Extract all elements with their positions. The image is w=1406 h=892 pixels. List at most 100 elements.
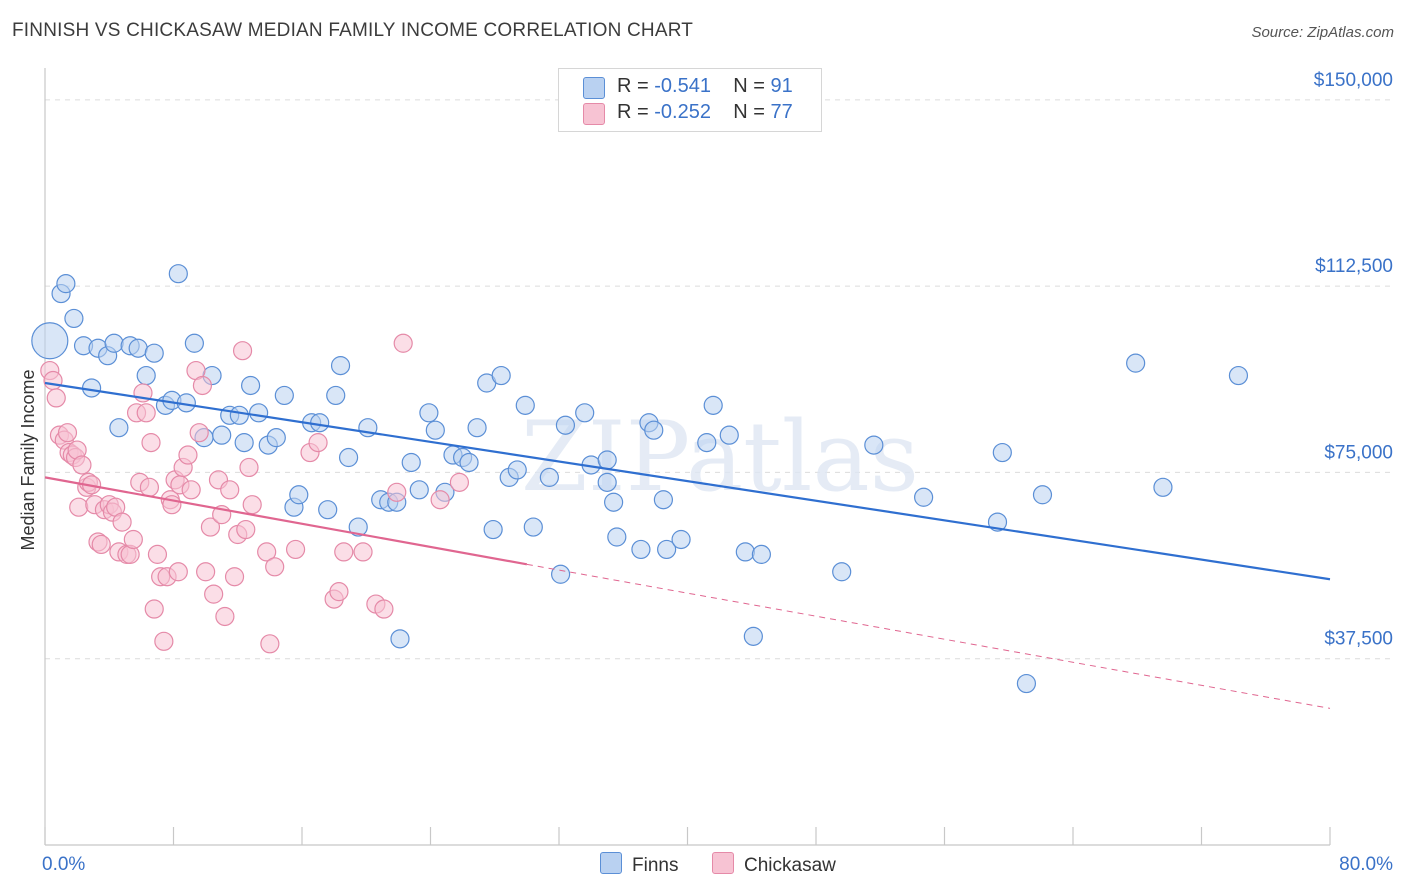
- chickasaw-point: [224, 567, 245, 587]
- correlation-legend: R = -0.541 N = 91 R = -0.252 N = 77: [558, 68, 822, 132]
- finns-point: [653, 490, 674, 510]
- chickasaw-point: [181, 480, 201, 500]
- finns-point: [992, 442, 1012, 463]
- finns-point: [249, 403, 269, 423]
- chickasaw-point: [178, 445, 198, 465]
- finns-point: [459, 452, 479, 473]
- finns-n-label: N =: [733, 75, 771, 97]
- finns-point: [144, 343, 164, 363]
- finns-point: [234, 433, 254, 453]
- chickasaw-point: [430, 490, 450, 510]
- finns-point: [136, 365, 156, 386]
- finns-point: [338, 447, 359, 468]
- finns-point: [1016, 673, 1037, 694]
- finns-point: [401, 452, 421, 473]
- grid-lines: [45, 99, 1395, 660]
- chickasaw-point: [46, 388, 66, 408]
- bottom-finns-swatch: [600, 852, 622, 874]
- finns-point: [1126, 353, 1146, 373]
- finns-point: [390, 629, 410, 649]
- chickasaw-point: [139, 477, 160, 497]
- finns-point: [330, 356, 351, 376]
- finns-point: [64, 308, 84, 329]
- chickasaw-point: [329, 582, 349, 602]
- y-axis-title: Median Family Income: [18, 369, 38, 550]
- chickasaw-point: [215, 606, 235, 627]
- chickasaw-point: [374, 599, 394, 619]
- chickasaw-trend-line: [44, 476, 528, 566]
- finns-point: [409, 480, 429, 500]
- chickasaw-point: [232, 341, 253, 361]
- chickasaw-point: [260, 634, 280, 654]
- finns-point: [507, 460, 527, 480]
- finns-point: [229, 405, 249, 425]
- finns-point: [515, 395, 535, 415]
- finns-point: [1032, 485, 1053, 505]
- chickasaw-point: [192, 375, 213, 396]
- chart-title: FINNISH VS CHICKASAW MEDIAN FAMILY INCOM…: [12, 20, 694, 41]
- finns-point: [719, 425, 739, 445]
- finns-trend-line: [44, 381, 1331, 581]
- chickasaw-point: [123, 529, 143, 550]
- finns-point: [597, 472, 617, 492]
- axes: [44, 68, 1331, 846]
- chickasaw-point: [147, 544, 168, 564]
- finns-point: [575, 403, 595, 423]
- trend-lines: [44, 381, 1331, 709]
- finns-point: [914, 487, 934, 507]
- chickasaw-swatch: [583, 103, 605, 125]
- chickasaw-point: [43, 370, 63, 391]
- finns-r-label: R =: [617, 75, 655, 97]
- bottom-finns-label: Finns: [632, 855, 679, 876]
- finns-point: [703, 395, 723, 415]
- finns-point: [310, 413, 330, 433]
- finns-point: [751, 544, 771, 564]
- axis-labels: $37,500 $75,000 $112,500 $150,000 0.0% 80.0% M…: [18, 70, 1393, 875]
- chickasaw-n-value: 77: [770, 101, 793, 123]
- bottom-chickasaw-swatch: [712, 852, 734, 874]
- finns-point: [425, 420, 445, 440]
- chickasaw-point: [204, 584, 224, 604]
- finns-point: [657, 539, 677, 560]
- finns-point: [597, 450, 617, 470]
- chickasaw-r-label: R =: [617, 101, 655, 123]
- finns-point: [483, 519, 503, 540]
- finns-point: [604, 492, 624, 512]
- finns-n-value: 91: [770, 75, 793, 97]
- finns-point: [318, 500, 338, 520]
- finns-point: [607, 527, 627, 547]
- chickasaw-point: [220, 480, 240, 500]
- chickasaw-trend-extension: [526, 563, 1331, 709]
- chickasaw-point: [112, 512, 132, 532]
- chickasaw-point: [265, 557, 285, 577]
- y-tick-label: $112,500: [1315, 256, 1393, 277]
- chickasaw-point: [154, 631, 174, 651]
- bottom-legend-finns: Finns: [600, 852, 678, 877]
- finns-point: [467, 418, 487, 438]
- finns-point: [168, 264, 188, 284]
- finns-point: [81, 378, 102, 398]
- finns-point: [523, 517, 543, 537]
- chickasaw-r-value: -0.252: [654, 101, 711, 123]
- chickasaw-point: [257, 542, 277, 562]
- finns-point: [241, 375, 261, 396]
- chickasaw-point: [200, 517, 221, 537]
- finns-point: [539, 467, 559, 487]
- finns-point: [274, 385, 294, 406]
- chickasaw-point: [387, 482, 407, 502]
- chickasaw-point: [449, 472, 470, 492]
- finns-point: [671, 529, 691, 550]
- chickasaw-point: [144, 599, 164, 619]
- finns-point: [987, 512, 1008, 532]
- finns-point: [1153, 477, 1173, 497]
- finns-point: [289, 485, 309, 505]
- finns-point: [551, 564, 571, 584]
- chickasaw-point: [236, 519, 256, 540]
- finns-point: [348, 517, 368, 537]
- x-tick-label-min: 0.0%: [42, 854, 85, 875]
- chickasaw-point: [189, 423, 209, 443]
- chickasaw-point: [239, 457, 259, 478]
- finns-point: [184, 333, 204, 353]
- chickasaw-point: [196, 562, 216, 582]
